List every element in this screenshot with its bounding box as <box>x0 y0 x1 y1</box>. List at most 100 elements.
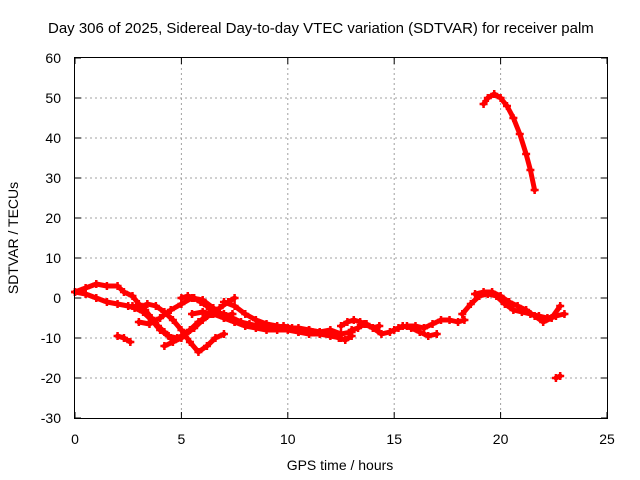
data-point <box>119 288 128 296</box>
grid <box>75 58 607 418</box>
data-point <box>190 294 199 302</box>
series-arc-13 <box>419 316 469 332</box>
data-point <box>398 322 407 330</box>
data-point <box>437 316 446 324</box>
data-point <box>198 308 207 316</box>
data-point <box>419 324 428 332</box>
data-point <box>128 292 137 300</box>
data-point <box>530 186 539 194</box>
data-point <box>194 318 203 326</box>
data-point <box>522 306 531 314</box>
data-point <box>228 310 237 318</box>
x-tick-label: 20 <box>493 431 509 447</box>
data-point <box>458 310 467 318</box>
chart-title: Day 306 of 2025, Sidereal Day-to-day VTE… <box>48 20 594 37</box>
x-tick-label: 15 <box>386 431 402 447</box>
data-point <box>551 374 560 382</box>
data-point <box>424 332 433 340</box>
series-arc-18 <box>551 372 565 382</box>
data-point <box>509 114 518 122</box>
x-axis-title: GPS time / hours <box>287 457 394 473</box>
data-point <box>466 300 475 308</box>
y-tick-label: -30 <box>41 410 61 426</box>
data-point <box>315 328 324 336</box>
data-point <box>262 320 271 328</box>
data-point <box>126 338 135 346</box>
data-point <box>251 316 260 324</box>
data-point <box>113 332 122 340</box>
data-point <box>113 282 122 290</box>
data-point <box>360 320 369 328</box>
ticks: 0 5 10 15 20 25 -30 -20 -10 0 10 20 30 40 50 60 <box>41 50 615 447</box>
data-point <box>119 334 128 342</box>
data-point <box>219 330 228 338</box>
data-point <box>539 318 548 326</box>
data-point <box>145 320 154 328</box>
data-point <box>460 316 469 324</box>
data-point <box>513 302 522 310</box>
data-point <box>454 318 463 326</box>
data-point <box>81 290 90 298</box>
data-point <box>354 324 363 332</box>
data-point <box>377 330 386 338</box>
data-point <box>368 324 377 332</box>
data-point <box>230 294 239 302</box>
x-tick-label: 25 <box>599 431 615 447</box>
data-point <box>194 348 203 356</box>
data-point <box>347 326 356 334</box>
data-point <box>211 334 220 342</box>
series-arc-12 <box>390 322 441 340</box>
data-point <box>177 294 186 302</box>
data-point <box>326 330 335 338</box>
data-point <box>305 326 314 334</box>
data-point <box>185 338 194 346</box>
data-point <box>530 312 539 320</box>
data-point <box>432 330 441 338</box>
y-axis-title: SDTVAR / TECUs <box>5 182 21 294</box>
series-line <box>481 91 538 193</box>
data-point <box>496 94 505 102</box>
data-point <box>522 150 531 158</box>
data-point <box>428 320 437 328</box>
data-point <box>134 304 143 312</box>
data-point <box>294 328 303 336</box>
series-arc-1 <box>71 280 175 342</box>
data-point <box>183 292 192 300</box>
data-point <box>471 290 480 298</box>
data-point <box>251 324 260 332</box>
data-point <box>483 94 492 102</box>
y-tick-label: 10 <box>45 250 61 266</box>
data-point <box>337 322 345 330</box>
data-point <box>445 316 454 324</box>
data-point <box>241 322 250 330</box>
data-point <box>343 318 352 326</box>
data-point <box>230 318 239 326</box>
data-point <box>375 322 384 330</box>
data-point <box>139 308 148 316</box>
data-point <box>556 302 565 310</box>
data-point <box>160 342 169 350</box>
series-arc-15 <box>471 288 565 326</box>
x-tick-label: 5 <box>178 431 186 447</box>
data-point <box>556 372 565 380</box>
data-point <box>177 326 186 334</box>
y-tick-label: -10 <box>41 330 61 346</box>
data-point <box>230 302 239 310</box>
data-point <box>185 326 194 334</box>
data-point <box>488 288 497 296</box>
data-point <box>502 102 511 110</box>
data-point <box>166 306 175 314</box>
data-point <box>509 306 518 314</box>
data-point <box>273 322 282 330</box>
y-tick-label: 40 <box>45 130 61 146</box>
y-tick-label: 20 <box>45 210 61 226</box>
data-point <box>496 292 505 300</box>
data-point <box>102 298 111 306</box>
x-tick-label: 10 <box>280 431 296 447</box>
data-point <box>505 298 514 306</box>
data-point <box>102 282 111 290</box>
data-point <box>113 300 122 308</box>
x-tick-label: 0 <box>71 431 79 447</box>
data-point <box>415 328 424 336</box>
data-point <box>188 310 197 318</box>
